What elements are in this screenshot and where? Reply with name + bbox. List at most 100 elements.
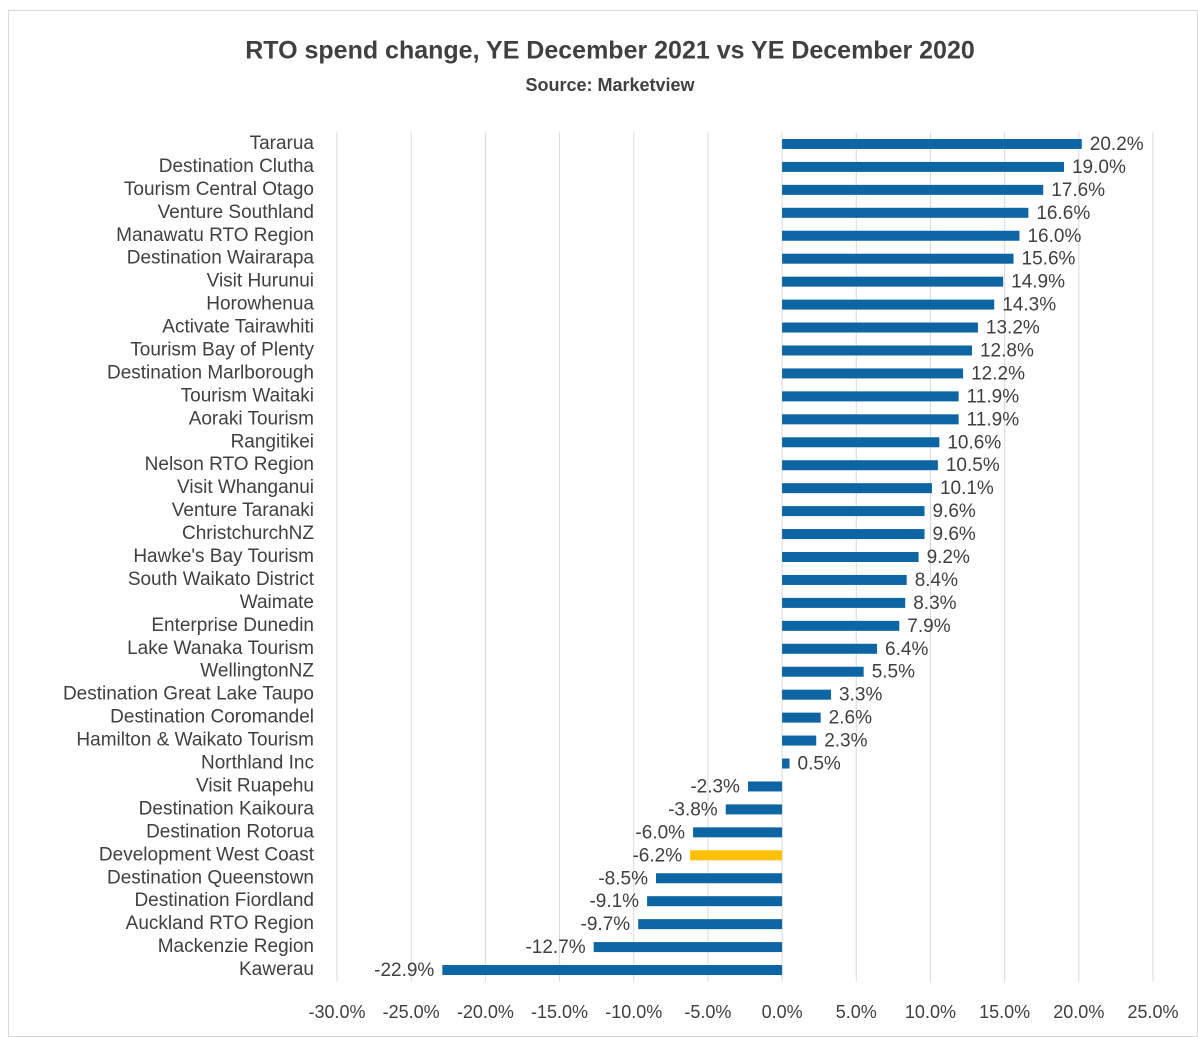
y-tick-label: Lake Wanaka Tourism bbox=[127, 638, 314, 659]
bar bbox=[782, 506, 925, 517]
y-tick-label: Kawerau bbox=[239, 959, 314, 980]
value-label: 5.5% bbox=[872, 662, 915, 683]
value-label: -9.1% bbox=[589, 891, 639, 912]
bar bbox=[782, 322, 978, 333]
y-tick-label: Waimate bbox=[240, 592, 314, 613]
value-label: -8.5% bbox=[598, 868, 648, 889]
value-label: 20.2% bbox=[1090, 134, 1144, 155]
bar bbox=[782, 643, 878, 654]
bar bbox=[655, 873, 783, 884]
y-tick-label: Hawke's Bay Tourism bbox=[133, 546, 314, 567]
bar bbox=[782, 666, 864, 677]
value-label: 8.3% bbox=[913, 593, 956, 614]
value-label: 0.5% bbox=[798, 754, 841, 775]
bar bbox=[782, 712, 821, 723]
y-tick-label: Activate Tairawhiti bbox=[162, 317, 314, 338]
bar bbox=[747, 781, 783, 792]
y-tick-label: Destination Marlborough bbox=[107, 362, 314, 383]
y-tick-label: Nelson RTO Region bbox=[145, 454, 314, 475]
y-tick-label: Destination Rotorua bbox=[146, 821, 314, 842]
bar bbox=[782, 735, 817, 746]
y-tick-label: Manawatu RTO Region bbox=[116, 225, 314, 246]
bar bbox=[782, 299, 995, 310]
bar bbox=[782, 597, 906, 608]
y-tick-label: Destination Fiordland bbox=[134, 890, 314, 911]
bar bbox=[782, 414, 959, 425]
y-tick-label: Aoraki Tourism bbox=[189, 408, 314, 429]
x-tick-label: 20.0% bbox=[1053, 1002, 1104, 1022]
bar bbox=[593, 942, 783, 953]
value-label: -22.9% bbox=[374, 960, 434, 981]
y-tick-label: Tourism Waitaki bbox=[181, 385, 314, 406]
x-tick-label: 15.0% bbox=[979, 1002, 1030, 1022]
bar bbox=[782, 552, 919, 562]
bar bbox=[782, 574, 907, 585]
value-label: -6.0% bbox=[635, 822, 685, 843]
x-tick-label: 0.0% bbox=[762, 1002, 803, 1022]
x-tick-label: -30.0% bbox=[308, 1002, 365, 1022]
value-label: 16.0% bbox=[1027, 226, 1081, 247]
x-tick-label: -10.0% bbox=[605, 1002, 662, 1022]
value-label: 7.9% bbox=[907, 616, 950, 637]
y-tick-label: Destination Wairarapa bbox=[127, 248, 315, 269]
x-tick-label: 25.0% bbox=[1127, 1002, 1178, 1022]
y-tick-label: Destination Coromandel bbox=[110, 707, 314, 728]
y-tick-label: Destination Queenstown bbox=[107, 867, 314, 888]
value-label: 6.4% bbox=[885, 639, 928, 660]
value-label: 10.6% bbox=[947, 432, 1001, 453]
y-tick-label: Venture Southland bbox=[158, 202, 314, 223]
x-tick-label: -20.0% bbox=[457, 1002, 514, 1022]
bar bbox=[782, 207, 1029, 218]
x-tick-label: -25.0% bbox=[383, 1002, 440, 1022]
bar bbox=[638, 919, 783, 930]
y-tick-label: WellingtonNZ bbox=[200, 661, 314, 682]
bar bbox=[693, 827, 783, 838]
y-tick-label: Hamilton & Waikato Tourism bbox=[76, 730, 314, 751]
bar bbox=[782, 276, 1004, 287]
value-label: 13.2% bbox=[986, 318, 1040, 339]
x-tick-label: 10.0% bbox=[905, 1002, 956, 1022]
x-tick-label: -15.0% bbox=[531, 1002, 588, 1022]
y-tick-label: Visit Hurunui bbox=[207, 271, 314, 292]
bar bbox=[782, 184, 1044, 195]
y-tick-label: Northland Inc bbox=[201, 753, 314, 774]
y-tick-label: Auckland RTO Region bbox=[126, 913, 314, 934]
bar bbox=[782, 345, 972, 356]
value-label: 11.9% bbox=[967, 409, 1020, 430]
chart-title: RTO spend change, YE December 2021 vs YE… bbox=[245, 37, 975, 65]
value-label: 10.5% bbox=[946, 455, 1000, 476]
bar bbox=[782, 620, 900, 631]
value-label: -6.2% bbox=[632, 845, 682, 866]
bar bbox=[782, 161, 1064, 172]
chart-subtitle: Source: Marketview bbox=[525, 75, 695, 95]
bar bbox=[782, 529, 925, 540]
bar bbox=[647, 896, 783, 907]
bar bbox=[782, 230, 1020, 241]
y-tick-label: Development West Coast bbox=[99, 844, 315, 865]
value-label: 11.9% bbox=[967, 386, 1020, 407]
y-tick-label: Venture Taranaki bbox=[172, 500, 314, 521]
y-tick-label: Visit Ruapehu bbox=[196, 775, 314, 796]
value-label: 9.2% bbox=[927, 547, 970, 568]
value-label: 8.4% bbox=[915, 570, 958, 591]
y-tick-label: Destination Kaikoura bbox=[139, 798, 315, 819]
bar bbox=[782, 689, 832, 700]
value-label: 3.3% bbox=[839, 685, 882, 706]
bar bbox=[782, 138, 1082, 149]
y-tick-label: Visit Whanganui bbox=[177, 477, 314, 498]
bar bbox=[782, 391, 959, 402]
value-label: -9.7% bbox=[581, 914, 631, 935]
y-tick-label: Tararua bbox=[250, 133, 315, 154]
value-label: -12.7% bbox=[525, 937, 585, 958]
value-label: 17.6% bbox=[1051, 180, 1105, 201]
x-tick-label: 5.0% bbox=[836, 1002, 877, 1022]
value-label: 12.8% bbox=[980, 341, 1034, 362]
value-label: 9.6% bbox=[933, 524, 976, 545]
y-tick-label: ChristchurchNZ bbox=[182, 523, 314, 544]
value-label: -2.3% bbox=[690, 776, 740, 797]
value-label: 2.6% bbox=[829, 708, 872, 729]
bar bbox=[782, 437, 940, 448]
value-label: 14.3% bbox=[1002, 295, 1056, 316]
y-tick-label: Destination Great Lake Taupo bbox=[63, 684, 314, 705]
